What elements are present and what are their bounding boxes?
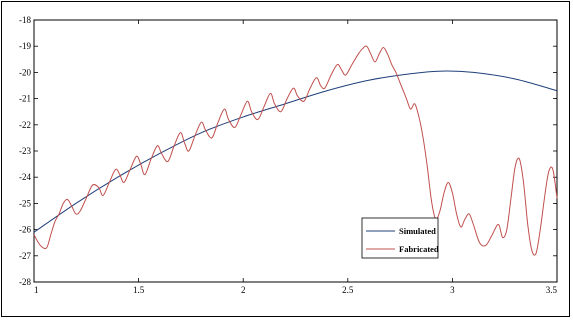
y-axis-ticks: -28 -27 -26 -25 -24 -23 -22 -21 -20 -19 -18 <box>19 15 557 287</box>
y-tick-label: -26 <box>19 225 31 235</box>
x-tick-label: 1 <box>34 285 39 295</box>
x-tick-label: 2 <box>241 285 246 295</box>
y-tick-label: -23 <box>19 146 31 156</box>
series-line-fabricated <box>33 45 558 256</box>
series-lines <box>33 45 558 256</box>
y-tick-label: -24 <box>19 172 31 182</box>
legend-box <box>361 217 439 259</box>
y-tick-label: -25 <box>19 198 31 208</box>
y-tick-label: -21 <box>19 94 31 104</box>
plot-area <box>33 19 558 283</box>
legend-label-simulated: Simulated <box>399 226 436 236</box>
x-tick-label: 3 <box>450 285 455 295</box>
legend-label-fabricated: Fabricated <box>399 244 439 254</box>
y-tick-label: -22 <box>19 120 31 130</box>
y-tick-label: -20 <box>19 67 31 77</box>
x-tick-label: 2.5 <box>342 285 354 295</box>
x-tick-label: 3.5 <box>546 285 558 295</box>
y-tick-label: -19 <box>19 41 31 51</box>
legend: Simulated Fabricated <box>361 217 439 259</box>
y-tick-label: -27 <box>19 251 31 261</box>
y-tick-label: -18 <box>19 15 31 25</box>
y-tick-label: -28 <box>19 277 31 287</box>
x-tick-label: 1.5 <box>133 285 145 295</box>
x-axis-ticks: 1 1.5 2 2.5 3 3.5 <box>33 20 558 295</box>
